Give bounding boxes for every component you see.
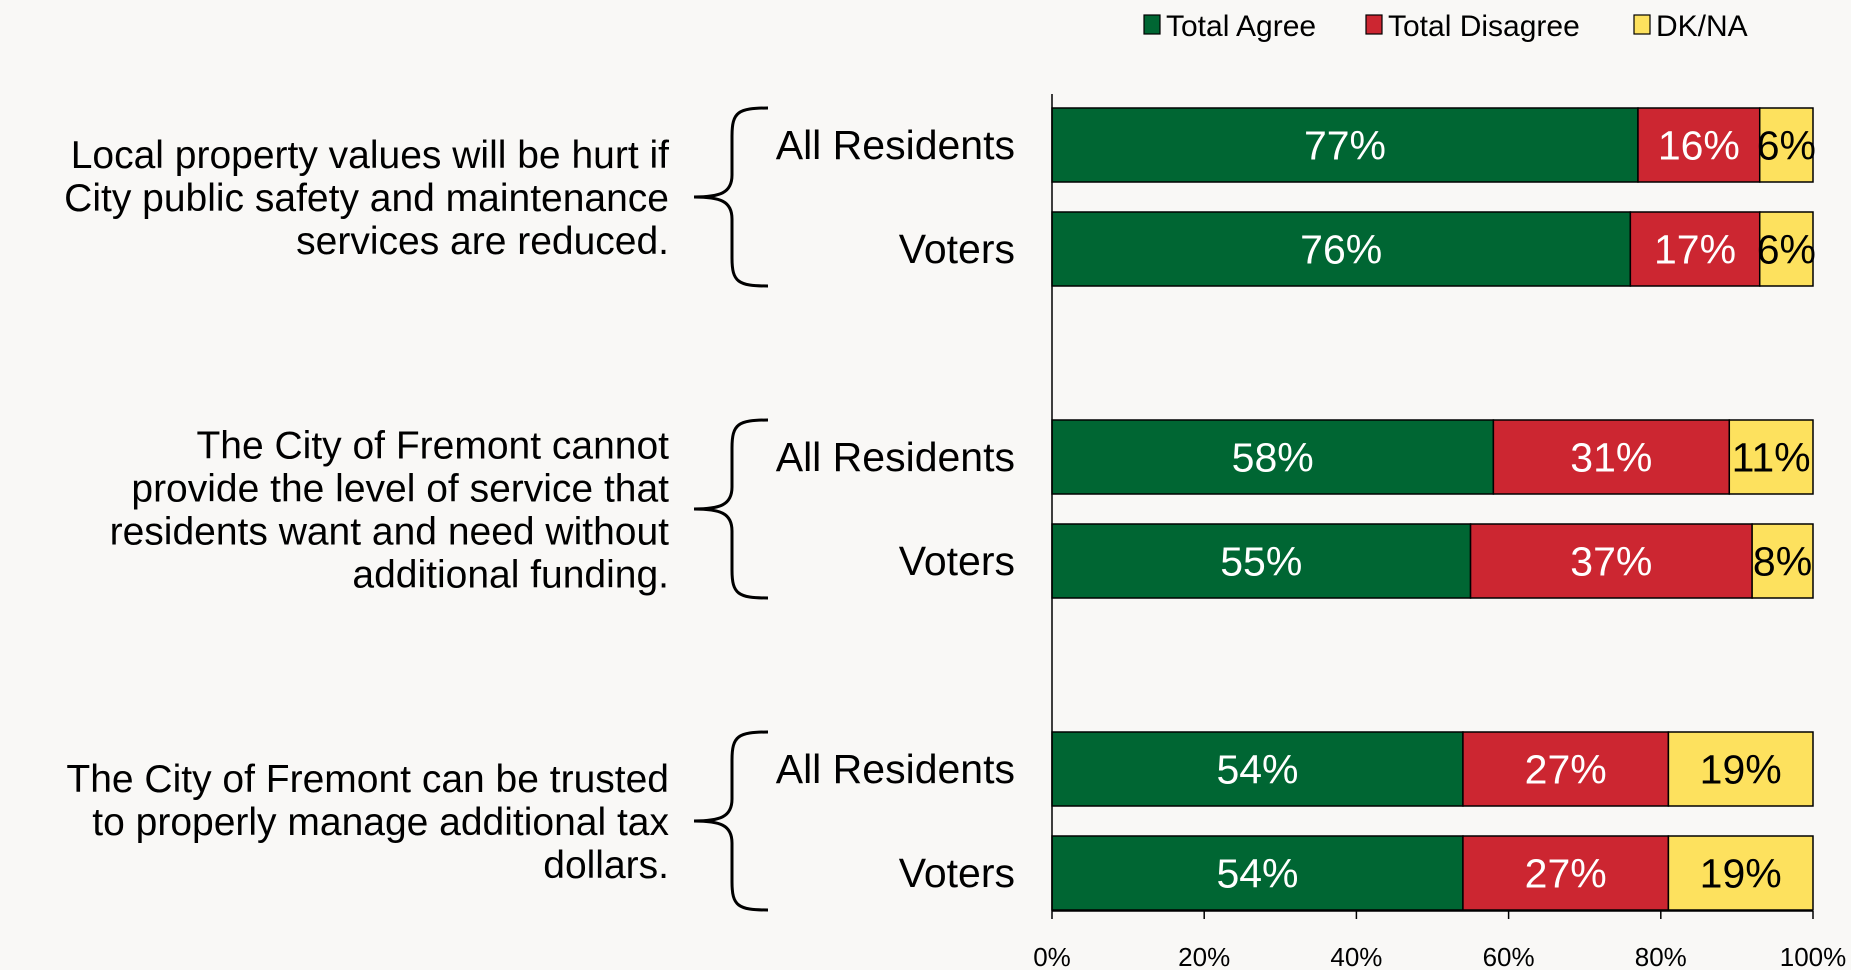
x-tick-label-6: 100% xyxy=(1780,942,1847,970)
legend-label-3: DK/NA xyxy=(1656,10,1748,43)
statement-2-line-3: residents want and need without xyxy=(110,511,670,554)
statement-1-line-1: Local property values will be hurt if xyxy=(71,134,669,177)
statement-3-line-3: dollars. xyxy=(543,844,669,887)
data-label-2-2-3: 8% xyxy=(1753,538,1812,584)
group-label-1-2: Voters xyxy=(899,226,1015,272)
bar-segment-2-2-3 xyxy=(1751,523,1814,599)
data-label-1-2-2: 17% xyxy=(1654,226,1736,272)
bar-segment-2-1-2 xyxy=(1492,419,1731,495)
statement-labels: Local property values will be hurt ifCit… xyxy=(64,134,669,887)
legend-swatch-3 xyxy=(1633,14,1651,35)
bar-segment-3-1-3 xyxy=(1667,731,1814,807)
data-label-2-2-1: 55% xyxy=(1220,538,1302,584)
group-label-2-2: Voters xyxy=(899,538,1015,584)
bar-segment-2-1-3 xyxy=(1728,419,1814,495)
data-label-1-1-2: 16% xyxy=(1658,122,1740,168)
statement-3-line-2: to properly manage additional tax xyxy=(92,801,669,844)
legend-label-1: Total Agree xyxy=(1166,10,1316,43)
group-label-3-2: Voters xyxy=(899,850,1015,896)
data-label-3-1-1: 54% xyxy=(1216,746,1298,792)
data-label-3-2-3: 19% xyxy=(1700,850,1782,896)
bar-segment-3-2-3 xyxy=(1667,835,1814,911)
data-label-2-2-2: 37% xyxy=(1570,538,1652,584)
bracket-1 xyxy=(693,106,769,288)
statement-2-line-1: The City of Fremont cannot xyxy=(196,425,669,468)
legend-label-2: Total Disagree xyxy=(1388,10,1580,43)
data-label-1-2-1: 76% xyxy=(1300,226,1382,272)
x-tick-label-2: 20% xyxy=(1178,942,1230,970)
data-label-1-1-1: 77% xyxy=(1304,122,1386,168)
group-label-1-1: All Residents xyxy=(776,122,1015,168)
x-tick-label-3: 40% xyxy=(1330,942,1382,970)
bracket-3 xyxy=(693,730,769,912)
legend: Total Agree Total Disagree DK/NA xyxy=(1143,10,1748,43)
group-labels: All Residents Voters All Residents Voters Al… xyxy=(776,122,1015,896)
x-tick-label-4: 60% xyxy=(1483,942,1535,970)
x-tick-label-1: 0% xyxy=(1033,942,1071,970)
statement-3-line-1: The City of Fremont can be trusted xyxy=(66,758,669,801)
bar-segment-2-2-1 xyxy=(1051,523,1472,599)
data-label-3-2-2: 27% xyxy=(1525,850,1607,896)
bar-segment-1-2-3 xyxy=(1758,211,1814,287)
x-tick-label-5: 80% xyxy=(1635,942,1687,970)
bar-segment-3-1-2 xyxy=(1462,731,1670,807)
data-label-2-1-2: 31% xyxy=(1570,434,1652,480)
bars: 77% 16% 6% 76% 17% 6% 58% 31% 11% 55% 37% 8% 54% 27% 1… xyxy=(1051,107,1816,911)
statement-2-line-4: additional funding. xyxy=(352,554,669,597)
legend-swatch-2 xyxy=(1365,14,1383,35)
bar-segment-2-1-1 xyxy=(1051,419,1495,495)
x-axis: 0% 20% 40% 60% 80% 100% xyxy=(1033,94,1846,970)
data-label-2-1-1: 58% xyxy=(1232,434,1314,480)
group-brackets xyxy=(693,106,769,912)
group-label-2-1: All Residents xyxy=(776,434,1015,480)
bar-segment-1-1-1 xyxy=(1051,107,1639,183)
bracket-2 xyxy=(693,418,769,600)
bar-segment-1-1-2 xyxy=(1637,107,1761,183)
bar-segment-1-2-1 xyxy=(1051,211,1632,287)
bar-segment-1-2-2 xyxy=(1629,211,1761,287)
data-label-1-2-3: 6% xyxy=(1757,226,1816,272)
legend-swatch-1 xyxy=(1143,14,1161,35)
data-label-3-1-2: 27% xyxy=(1525,746,1607,792)
bar-segment-3-2-2 xyxy=(1462,835,1670,911)
data-label-2-1-3: 11% xyxy=(1732,434,1811,480)
data-label-3-2-1: 54% xyxy=(1216,850,1298,896)
statement-1-line-2: City public safety and maintenance xyxy=(64,177,669,220)
statement-2-line-2: provide the level of service that xyxy=(131,468,669,511)
bar-segment-1-1-3 xyxy=(1758,107,1814,183)
data-label-1-1-3: 6% xyxy=(1757,122,1816,168)
statement-1-line-3: services are reduced. xyxy=(296,220,669,263)
data-label-3-1-3: 19% xyxy=(1700,746,1782,792)
group-label-3-1: All Residents xyxy=(776,746,1015,792)
bar-segment-3-1-1 xyxy=(1051,731,1464,807)
